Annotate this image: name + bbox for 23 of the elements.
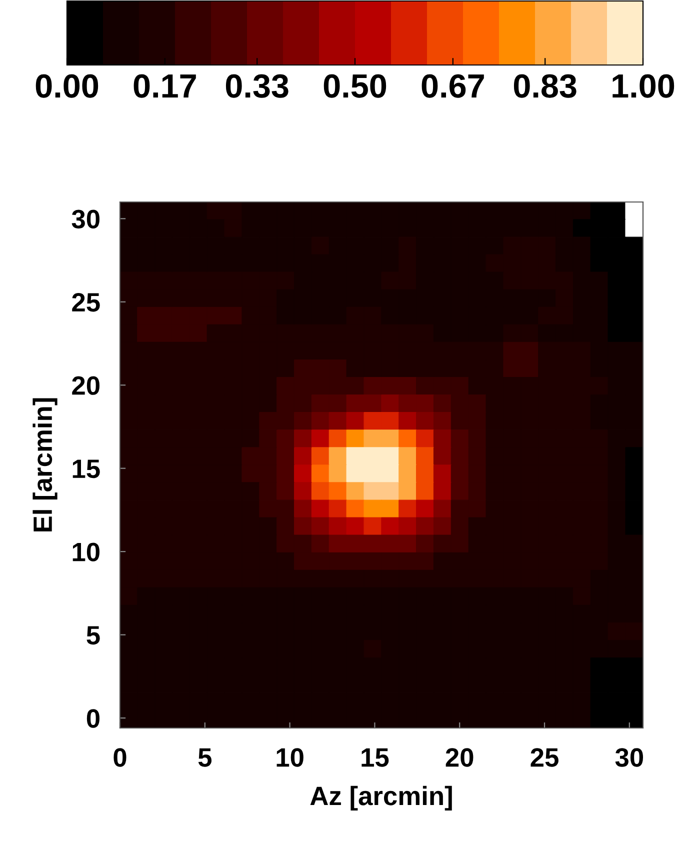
x-tick-label: 15 <box>362 748 389 767</box>
y-tick-label: 25 <box>72 293 100 312</box>
x-tick-label: 5 <box>198 748 212 767</box>
y-tick-label: 0 <box>86 709 100 728</box>
y-tick-label: 15 <box>72 460 100 478</box>
y-tick-label: 30 <box>72 210 100 229</box>
y-tick-label: 5 <box>86 626 100 645</box>
color-bar-label: 0.00 <box>36 74 98 98</box>
color-bar-label: 0.50 <box>324 74 386 98</box>
x-tick-label: 25 <box>530 748 558 767</box>
x-tick-label: 20 <box>446 748 474 767</box>
x-tick-label: 30 <box>615 748 644 767</box>
color-bar-label: 0.33 <box>226 74 288 98</box>
color-bar-label: 0.83 <box>514 74 576 98</box>
y-tick-label: 10 <box>72 542 100 562</box>
x-tick-label: 0 <box>114 748 126 767</box>
x-tick-label: 10 <box>276 748 304 767</box>
color-bar-label: 0.67 <box>422 74 484 98</box>
x-axis-title: Az [arcmin] <box>310 786 452 811</box>
y-tick-label: 20 <box>72 376 100 395</box>
y-axis-title: El [arcmin] <box>32 398 58 532</box>
color-bar-label: 1.00 <box>612 74 674 98</box>
color-bar-label: 0.17 <box>134 74 196 98</box>
